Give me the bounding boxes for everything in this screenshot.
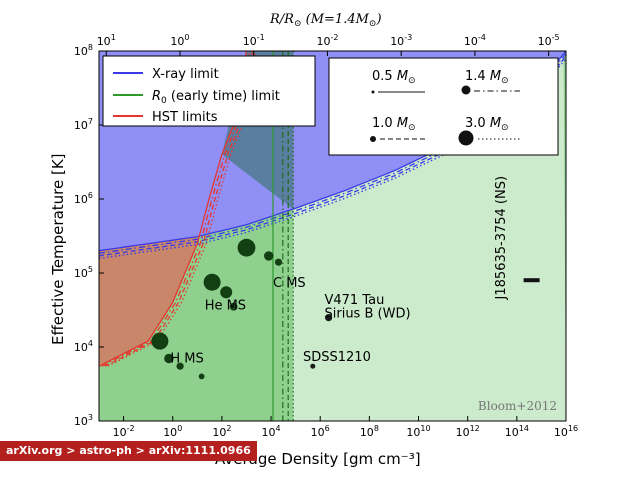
star-point [164,353,174,364]
top-tick-label: 10-1 [243,33,265,48]
mass-dot-1.0 [370,136,376,142]
star-point [176,362,184,370]
object-point [310,363,316,369]
y-tick-label: 105 [74,265,93,280]
mass-dot-3.0 [458,130,474,146]
star-point [203,273,221,291]
hst-limit-line [99,51,248,367]
top-tick-label: 101 [97,33,116,48]
annotation-label: V471 Tau [325,293,385,308]
breadcrumb-sep: > [131,444,149,457]
x-tick-label: 102 [212,424,231,439]
x-tick-label: 1016 [554,424,578,439]
mass-label-0.5: 0.5 M⊙ [372,69,416,86]
legend-label-r0: R0 (early time) limit [152,89,280,106]
star-point [237,238,256,257]
star-point [220,286,233,299]
mass-label-1.4: 1.4 M⊙ [465,69,509,86]
annotation-label: Sirius B (WD) [325,307,411,322]
breadcrumb-section[interactable]: astro-ph [79,444,132,457]
y-tick-label: 106 [74,191,93,206]
x-tick-label: 1010 [406,424,430,439]
hst-limit-line [101,51,251,367]
x-tick-label: 108 [360,424,379,439]
region-hst-excluded [99,236,198,421]
x-tick-label: 1014 [505,424,529,439]
object-point [325,314,333,322]
star-point [151,332,169,350]
annotation-label: SDSS1210 [303,350,371,365]
top-tick-label: 10-2 [316,33,338,48]
xray-limit-line [99,55,566,257]
star-point [198,373,205,380]
x-tick-label: 100 [163,424,182,439]
credit-label: Bloom+2012 [478,399,557,413]
top-tick-label: 10-4 [464,33,486,48]
breadcrumb-sep: > [62,444,80,457]
breadcrumb-site[interactable]: arXiv.org [6,444,63,457]
legend-label-xray: X-ray limit [152,67,219,82]
mass-dot-1.4 [461,85,471,95]
annotation-ns: J185635-3754 (NS) [494,176,509,301]
annotation-label: H MS [170,351,203,366]
mass-dot-0.5 [371,90,375,94]
top-tick-label: 10-3 [390,33,412,48]
breadcrumb-paper[interactable]: arXiv:1111.0966 [148,444,251,457]
star-point [274,258,283,266]
x-tick-label: 104 [262,424,281,439]
legend: X-ray limit R0 (early time) limit HST li… [102,55,316,127]
y-tick-label: 107 [74,117,93,132]
annotation-label: C MS [273,276,306,291]
mass-label-3.0: 3.0 M⊙ [465,116,509,133]
star-point [229,302,238,311]
y-tick-label: 103 [74,413,93,428]
annotation-label: He MS [205,299,246,314]
legend-label-hst: HST limits [152,110,218,125]
mass-legend: 0.5 M⊙ 1.4 M⊙ 1.0 M⊙ 3.0 M⊙ [328,57,559,156]
top-tick-label: 10-5 [538,33,560,48]
star-point [264,251,274,261]
top-tick-label: 100 [170,33,189,48]
y-axis-title: Effective Temperature [K] [49,153,67,345]
breadcrumb: arXiv.org > astro-ph > arXiv:1111.0966 [0,441,257,461]
y-tick-label: 104 [74,339,93,354]
x-tick-label: 1012 [456,424,480,439]
hst-limit-line [104,51,254,367]
x-axis-title: Average Density [gm cm⁻³] [215,450,421,468]
top-axis-title: R/R⊙ (M=1.4M⊙) [269,12,382,29]
x-tick-label: 106 [311,424,330,439]
y-tick-label: 108 [74,43,93,58]
x-tick-label: 10-2 [113,424,135,439]
mass-label-1.0: 1.0 M⊙ [372,116,416,133]
ns-marker [523,278,540,283]
plot-frame [98,50,567,422]
